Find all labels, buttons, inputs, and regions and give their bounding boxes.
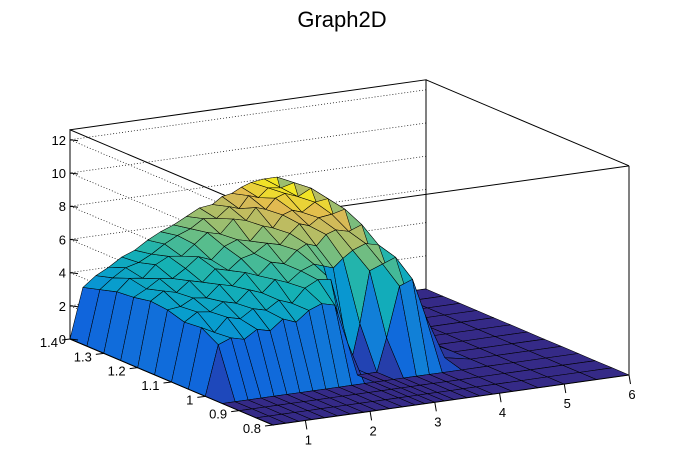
y-tick-label: 0.8 (243, 421, 261, 436)
y-tick-label: 1.2 (108, 364, 126, 379)
y-tick (264, 424, 274, 427)
z-tick (69, 305, 79, 308)
y-tick (231, 410, 240, 413)
surface-mesh (69, 176, 630, 426)
x-tick (499, 393, 502, 403)
y-tick (61, 338, 71, 341)
top-right-edge (425, 79, 630, 167)
y-tick-label: 1.1 (141, 378, 159, 393)
x-tick-label: 2 (369, 423, 376, 438)
y-tick-label: 0.9 (209, 407, 227, 422)
z-tick-label: 6 (59, 232, 66, 247)
z-tick-label: 2 (59, 299, 66, 314)
x-axis-line (272, 374, 630, 426)
z-tick-label: 4 (59, 266, 66, 281)
z-tick-label: 12 (52, 133, 66, 148)
chart-title: Graph2D (297, 7, 386, 32)
x-tick-label: 3 (434, 414, 441, 429)
x-tick (369, 411, 373, 421)
x-tick (628, 374, 631, 385)
y-tick (129, 367, 138, 370)
y-tick (197, 395, 206, 398)
z-tick (69, 139, 79, 142)
z-tick-label: 8 (59, 199, 66, 214)
z-tick (69, 338, 79, 341)
z-tick (69, 272, 79, 275)
y-tick-label: 1.4 (40, 335, 58, 350)
z-tick (69, 238, 79, 241)
y-tick (95, 352, 104, 355)
y-tick-label: 1 (186, 392, 193, 407)
x-tick-label: 6 (628, 387, 635, 402)
x-tick (563, 384, 567, 394)
x-tick (434, 402, 437, 412)
y-tick (163, 381, 172, 384)
z-tick-label: 0 (59, 332, 66, 347)
x-tick (304, 420, 308, 430)
z-tick-label: 10 (52, 166, 66, 181)
z-tick (69, 205, 79, 208)
x-tick-label: 5 (564, 396, 571, 411)
x-tick-label: 1 (305, 432, 312, 447)
x-tick-label: 4 (499, 405, 506, 420)
y-tick-label: 1.3 (74, 349, 92, 364)
z-tick (69, 172, 79, 175)
